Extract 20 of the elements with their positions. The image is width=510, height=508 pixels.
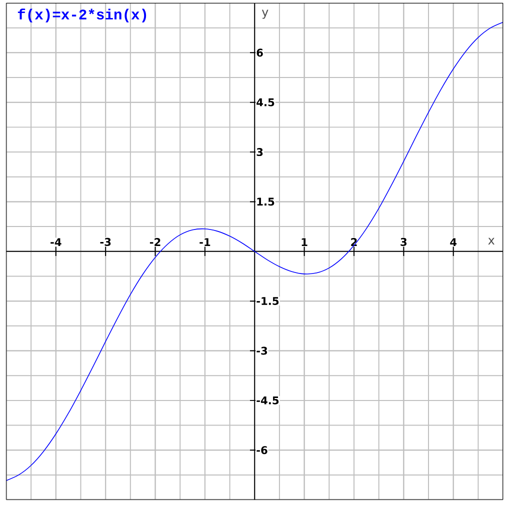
y-tick-label: -1.5 bbox=[256, 297, 279, 306]
x-tick-label: 1 bbox=[302, 238, 308, 246]
x-tick-label: 2 bbox=[351, 238, 357, 246]
y-axis-title: y bbox=[262, 10, 268, 19]
y-tick-label: -6 bbox=[256, 446, 268, 454]
x-tick-label: -2 bbox=[150, 238, 160, 246]
y-tick-label: -4.5 bbox=[256, 396, 279, 404]
x-tick-label: -1 bbox=[200, 238, 210, 246]
x-axis-title: x bbox=[488, 238, 494, 245]
x-tick-label: 4 bbox=[450, 238, 457, 246]
line-series bbox=[6, 22, 504, 482]
y-tick-label: 1.5 bbox=[257, 198, 274, 206]
x-tick-label: -3 bbox=[100, 238, 111, 246]
x-tick-label: 3 bbox=[400, 238, 407, 246]
y-tick-label: 3 bbox=[256, 148, 263, 156]
y-tick-label: 4.5 bbox=[256, 98, 274, 106]
x-tick-label: -4 bbox=[50, 238, 62, 246]
y-tick-label: -3 bbox=[256, 346, 268, 355]
y-tick-label: 6 bbox=[256, 48, 263, 57]
chart-title: f(x)=x-2*sin(x) bbox=[18, 8, 146, 22]
